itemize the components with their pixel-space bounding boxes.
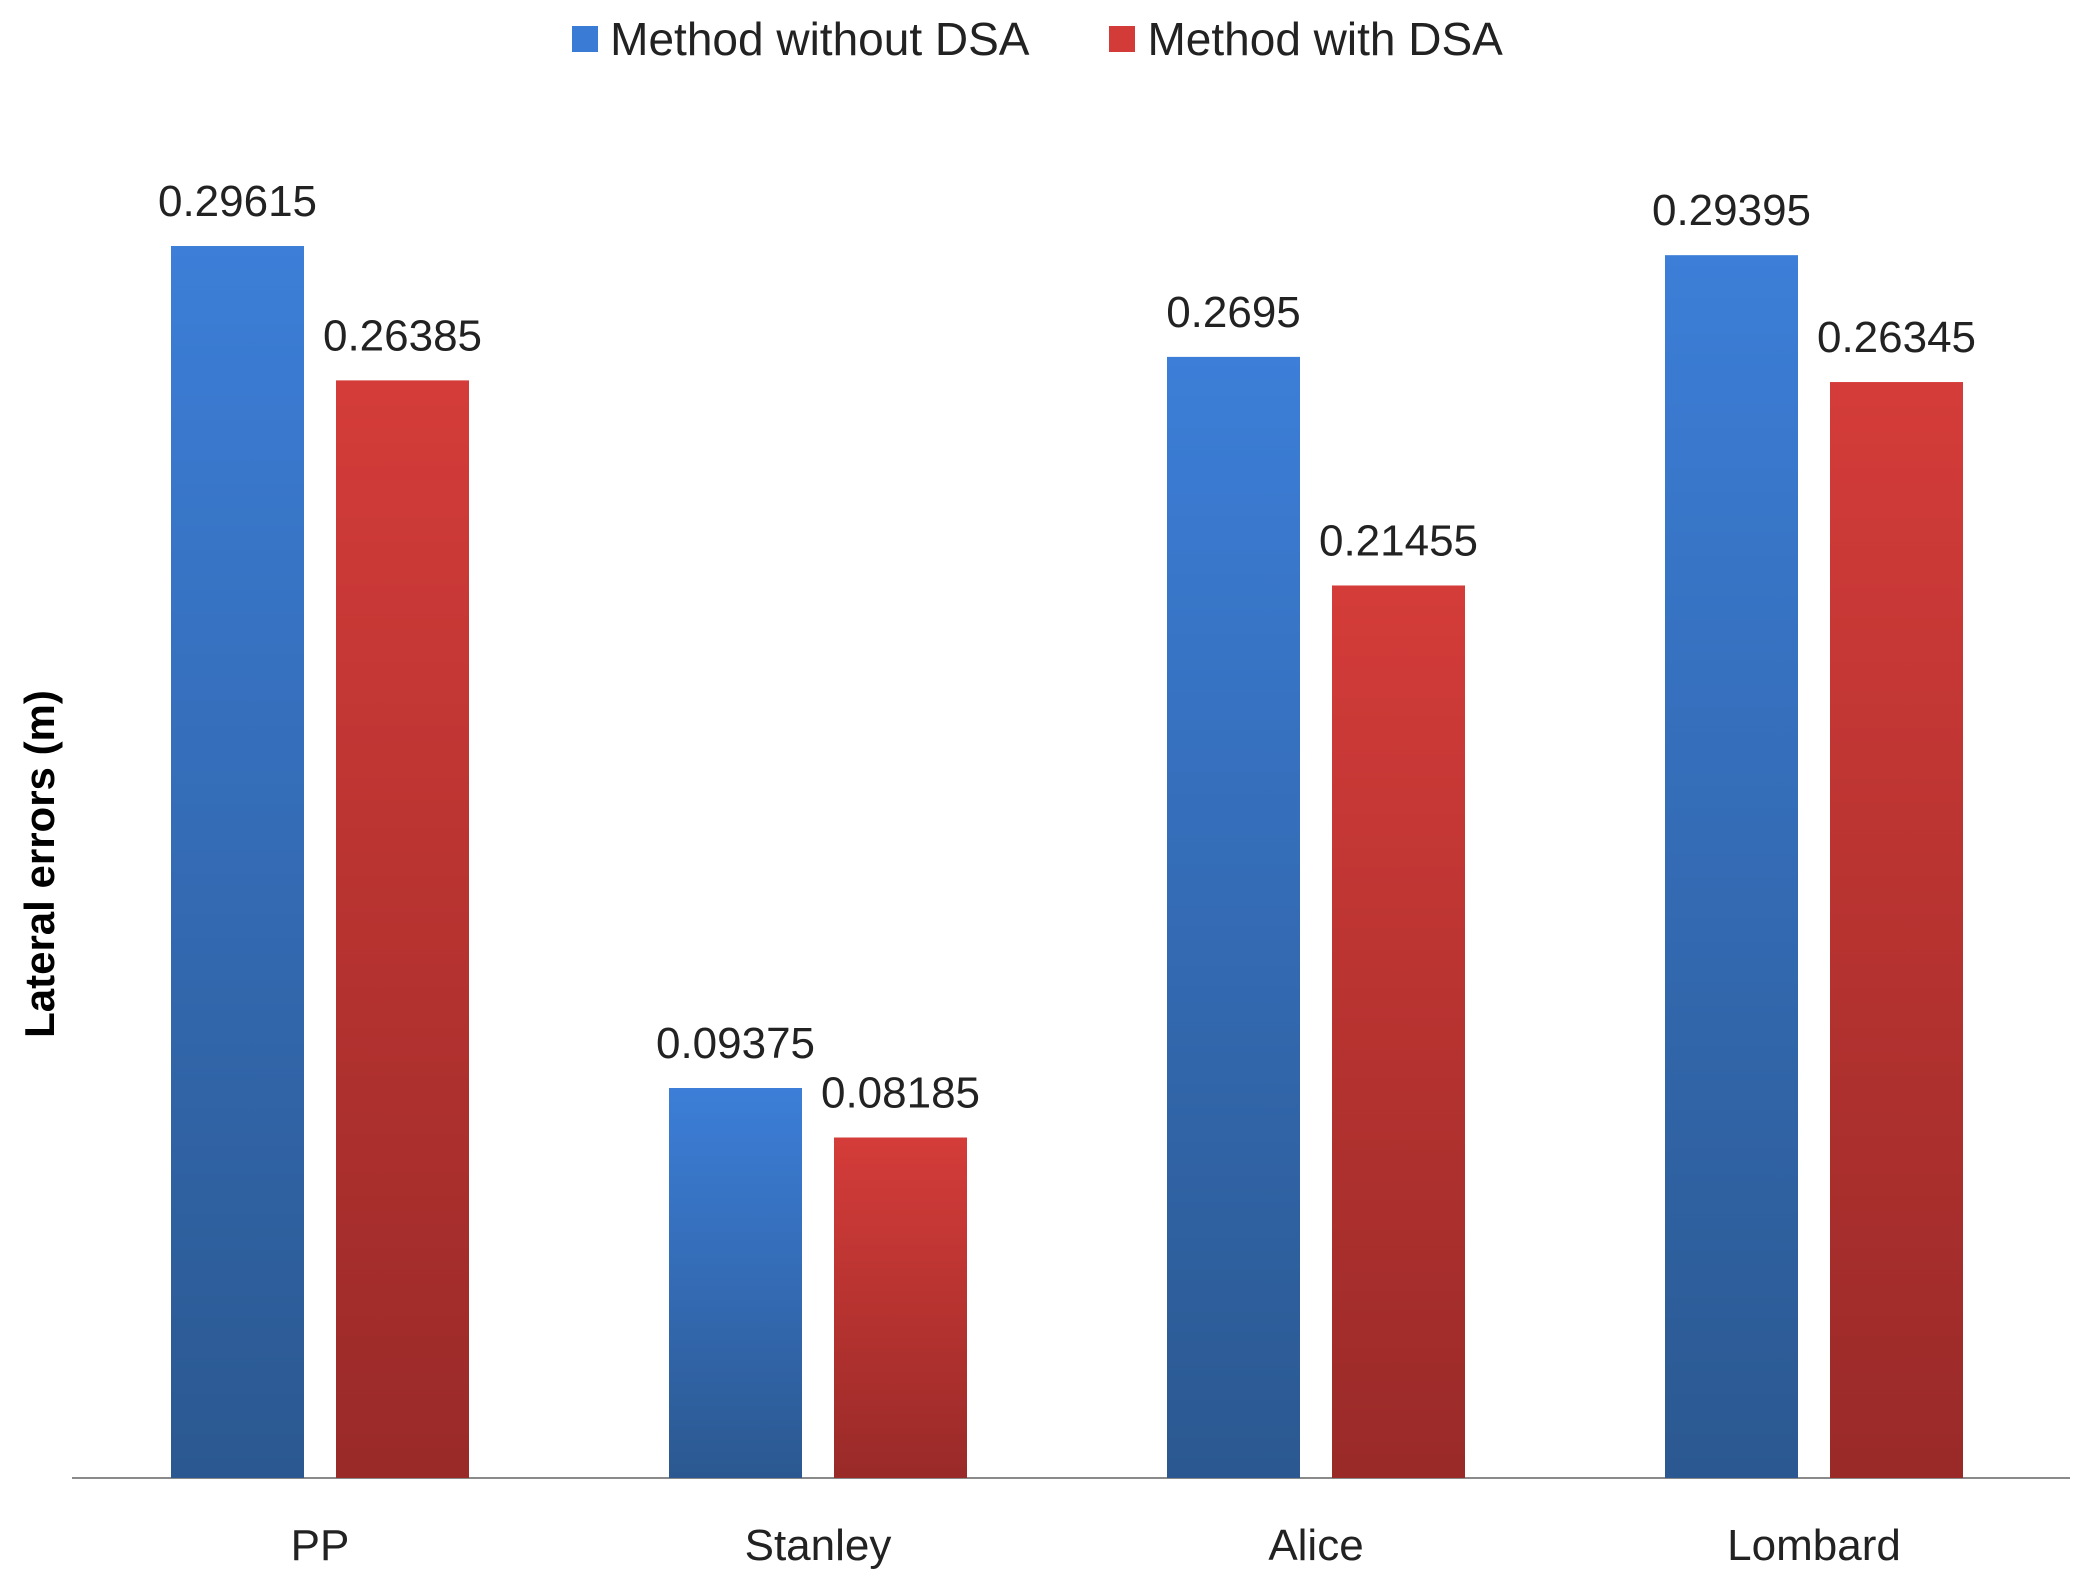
data-label-pp-with-dsa: 0.26385 <box>323 311 482 360</box>
legend-item-without-dsa: Method without DSA <box>572 12 1029 66</box>
legend-swatch-blue-icon <box>572 26 599 52</box>
legend-label-with-dsa: Method with DSA <box>1147 13 1503 65</box>
bar-lombard-without-dsa <box>1665 255 1798 1479</box>
x-tick-label-pp: PP <box>291 1521 350 1569</box>
x-tick-label-alice: Alice <box>1268 1521 1363 1569</box>
bar-alice-without-dsa <box>1167 356 1300 1478</box>
bar-alice-with-dsa <box>1332 585 1465 1478</box>
data-label-alice-with-dsa: 0.21455 <box>1319 516 1478 565</box>
bar-pp-with-dsa <box>336 380 469 1478</box>
bar-stanley-without-dsa <box>669 1088 802 1478</box>
legend-item-with-dsa: Method with DSA <box>1109 12 1503 66</box>
data-label-stanley-without-dsa: 0.09375 <box>656 1019 815 1068</box>
bar-stanley-with-dsa <box>834 1137 967 1478</box>
data-label-lombard-without-dsa: 0.29395 <box>1652 186 1811 235</box>
legend-label-without-dsa: Method without DSA <box>610 13 1030 65</box>
data-label-alice-without-dsa: 0.2695 <box>1166 288 1301 337</box>
x-tick-label-stanley: Stanley <box>745 1521 892 1569</box>
data-label-pp-without-dsa: 0.29615 <box>158 177 317 226</box>
bar-lombard-with-dsa <box>1830 382 1963 1479</box>
x-tick-label-lombard: Lombard <box>1727 1521 1901 1569</box>
bar-pp-without-dsa <box>171 246 304 1479</box>
legend: Method without DSA Method with DSA <box>0 12 2075 66</box>
data-label-lombard-with-dsa: 0.26345 <box>1817 313 1976 362</box>
data-label-stanley-with-dsa: 0.08185 <box>821 1069 980 1118</box>
legend-swatch-red-icon <box>1109 26 1136 52</box>
